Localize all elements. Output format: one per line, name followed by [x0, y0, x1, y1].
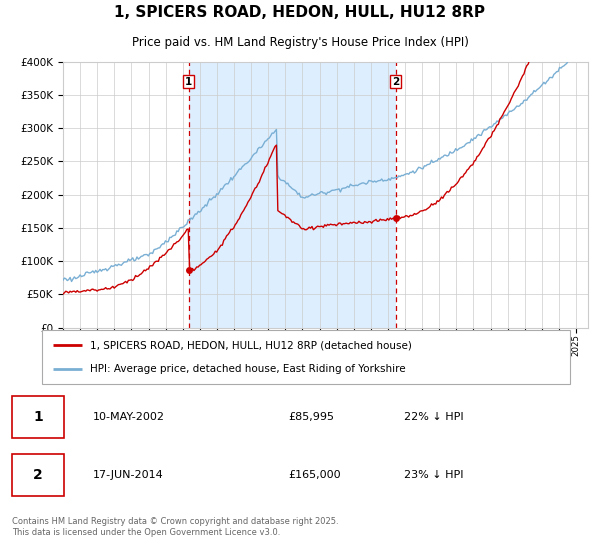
Text: 1, SPICERS ROAD, HEDON, HULL, HU12 8RP (detached house): 1, SPICERS ROAD, HEDON, HULL, HU12 8RP (…	[89, 340, 412, 351]
Text: 1, SPICERS ROAD, HEDON, HULL, HU12 8RP: 1, SPICERS ROAD, HEDON, HULL, HU12 8RP	[115, 6, 485, 20]
Text: 23% ↓ HPI: 23% ↓ HPI	[404, 470, 463, 480]
Text: 2: 2	[33, 468, 43, 482]
Text: 10-MAY-2002: 10-MAY-2002	[92, 412, 164, 422]
Text: HPI: Average price, detached house, East Riding of Yorkshire: HPI: Average price, detached house, East…	[89, 363, 405, 374]
Text: 17-JUN-2014: 17-JUN-2014	[92, 470, 163, 480]
FancyBboxPatch shape	[12, 396, 64, 438]
Text: 1: 1	[33, 410, 43, 424]
Text: £165,000: £165,000	[289, 470, 341, 480]
FancyBboxPatch shape	[42, 330, 570, 384]
Text: 1: 1	[185, 77, 193, 87]
Text: Price paid vs. HM Land Registry's House Price Index (HPI): Price paid vs. HM Land Registry's House …	[131, 36, 469, 49]
Text: Contains HM Land Registry data © Crown copyright and database right 2025.
This d: Contains HM Land Registry data © Crown c…	[12, 517, 338, 536]
Text: 2: 2	[392, 77, 400, 87]
Text: 22% ↓ HPI: 22% ↓ HPI	[404, 412, 463, 422]
Text: £85,995: £85,995	[289, 412, 334, 422]
FancyBboxPatch shape	[12, 454, 64, 496]
Bar	[189, 62, 396, 328]
